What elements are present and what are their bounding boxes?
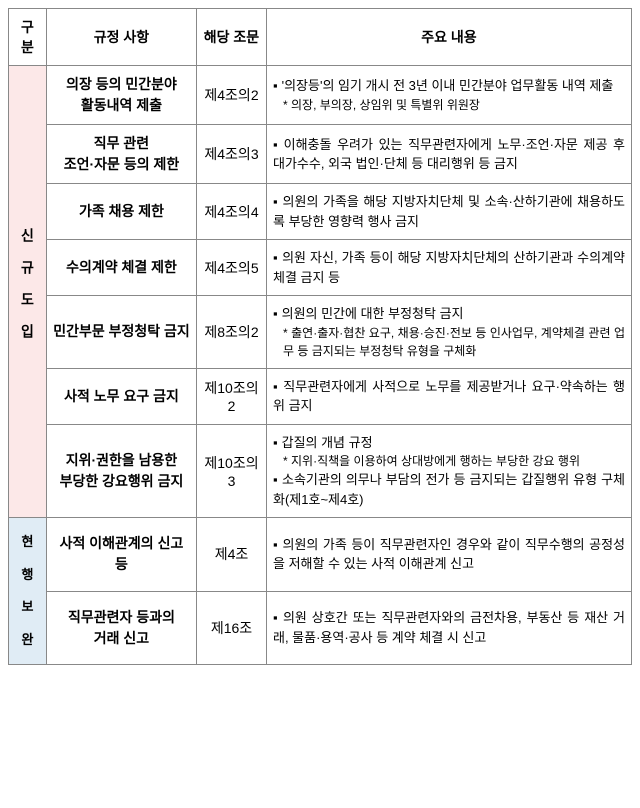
content-cell: 의원 자신, 가족 등이 해당 지방자치단체의 산하기관과 수의계약 체결 금지… xyxy=(267,240,632,296)
article-cell: 제4조의5 xyxy=(197,240,267,296)
article-cell: 제4조의2 xyxy=(197,66,267,125)
category-existing: 현 행 보 완 xyxy=(9,518,47,665)
content-cell: 의원의 가족 등이 직무관련자인 경우와 같이 직무수행의 공정성을 저해할 수… xyxy=(267,518,632,592)
table-row: 민간부문 부정청탁 금지 제8조의2 의원의 민간에 대한 부정청탁 금지 출연… xyxy=(9,296,632,369)
content-cell: 의원의 민간에 대한 부정청탁 금지 출연·출자·협찬 요구, 채용·승진·전보… xyxy=(267,296,632,369)
content-cell: 의원의 가족을 해당 지방자치단체 및 소속·산하기관에 채용하도록 부당한 영… xyxy=(267,184,632,240)
article-cell: 제4조의4 xyxy=(197,184,267,240)
article-cell: 제4조의3 xyxy=(197,125,267,184)
content-cell: 직무관련자에게 사적으로 노무를 제공받거나 요구·약속하는 행위 금지 xyxy=(267,368,632,424)
article-cell: 제16조 xyxy=(197,591,267,665)
content-cell: 이해충돌 우려가 있는 직무관련자에게 노무·조언·자문 제공 후 대가수수, … xyxy=(267,125,632,184)
table-row: 사적 노무 요구 금지 제10조의2 직무관련자에게 사적으로 노무를 제공받거… xyxy=(9,368,632,424)
header-regulation: 규정 사항 xyxy=(47,9,197,66)
header-category: 구분 xyxy=(9,9,47,66)
regulation-cell: 사적 이해관계의 신고 등 xyxy=(47,518,197,592)
table-row: 직무 관련 조언·자문 등의 제한 제4조의3 이해충돌 우려가 있는 직무관련… xyxy=(9,125,632,184)
table-header-row: 구분 규정 사항 해당 조문 주요 내용 xyxy=(9,9,632,66)
regulation-cell: 직무 관련 조언·자문 등의 제한 xyxy=(47,125,197,184)
table-row: 지위·권한을 남용한 부당한 강요행위 금지 제10조의3 갑질의 개념 규정 … xyxy=(9,424,632,518)
article-cell: 제4조 xyxy=(197,518,267,592)
table-row: 수의계약 체결 제한 제4조의5 의원 자신, 가족 등이 해당 지방자치단체의… xyxy=(9,240,632,296)
table-row: 가족 채용 제한 제4조의4 의원의 가족을 해당 지방자치단체 및 소속·산하… xyxy=(9,184,632,240)
regulation-cell: 수의계약 체결 제한 xyxy=(47,240,197,296)
header-article: 해당 조문 xyxy=(197,9,267,66)
regulation-cell: 사적 노무 요구 금지 xyxy=(47,368,197,424)
regulation-cell: 직무관련자 등과의 거래 신고 xyxy=(47,591,197,665)
regulation-cell: 의장 등의 민간분야 활동내역 제출 xyxy=(47,66,197,125)
category-new: 신규도입 xyxy=(9,66,47,518)
table-row: 신규도입 의장 등의 민간분야 활동내역 제출 제4조의2 '의장등'의 임기 … xyxy=(9,66,632,125)
table-row: 현 행 보 완 사적 이해관계의 신고 등 제4조 의원의 가족 등이 직무관련… xyxy=(9,518,632,592)
article-cell: 제10조의2 xyxy=(197,368,267,424)
regulation-cell: 가족 채용 제한 xyxy=(47,184,197,240)
content-cell: 의원 상호간 또는 직무관련자와의 금전차용, 부동산 등 재산 거래, 물품·… xyxy=(267,591,632,665)
regulation-cell: 민간부문 부정청탁 금지 xyxy=(47,296,197,369)
content-cell: 갑질의 개념 규정 지위·직책을 이용하여 상대방에게 행하는 부당한 강요 행… xyxy=(267,424,632,518)
regulation-table: 구분 규정 사항 해당 조문 주요 내용 신규도입 의장 등의 민간분야 활동내… xyxy=(8,8,632,665)
content-cell: '의장등'의 임기 개시 전 3년 이내 민간분야 업무활동 내역 제출 의장,… xyxy=(267,66,632,125)
article-cell: 제8조의2 xyxy=(197,296,267,369)
table-row: 직무관련자 등과의 거래 신고 제16조 의원 상호간 또는 직무관련자와의 금… xyxy=(9,591,632,665)
article-cell: 제10조의3 xyxy=(197,424,267,518)
regulation-cell: 지위·권한을 남용한 부당한 강요행위 금지 xyxy=(47,424,197,518)
header-content: 주요 내용 xyxy=(267,9,632,66)
